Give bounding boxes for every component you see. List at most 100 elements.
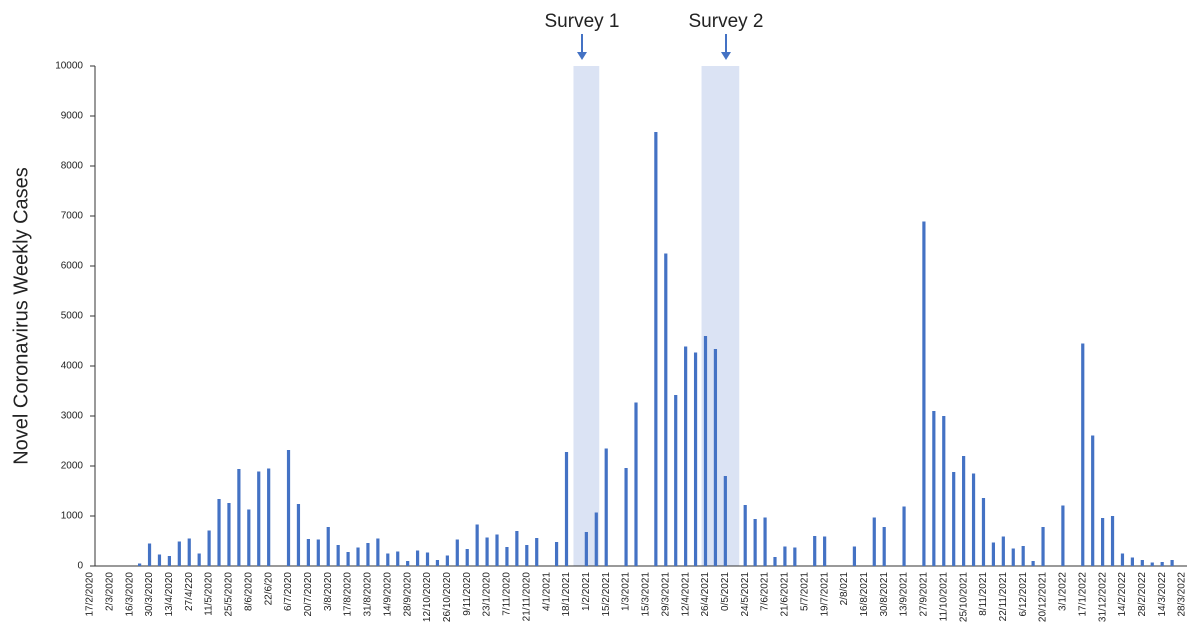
x-tick-label: 23/1/2020 (482, 572, 493, 617)
bar (971, 473, 976, 566)
x-tick-label: 8/11/2021 (978, 572, 989, 616)
bar (872, 517, 876, 566)
bar (207, 530, 211, 566)
x-tick-label: 11/5/2020 (204, 572, 215, 616)
x-tick-label: 13/9/2021 (899, 572, 910, 617)
annotation-arrowhead (721, 52, 731, 60)
bar (723, 476, 727, 566)
bar (952, 472, 956, 566)
bar (316, 539, 320, 566)
survey-band (701, 66, 740, 566)
bar (713, 349, 718, 566)
x-tick-label: 18/1/2021 (561, 572, 572, 617)
bar (703, 336, 708, 566)
x-tick-label: 19/7/2021 (819, 572, 830, 617)
x-tick-label: 4/1/2021 (541, 572, 552, 611)
y-tick-label: 4000 (61, 361, 84, 372)
bar (882, 527, 886, 566)
y-tick-label: 6000 (61, 261, 84, 272)
bar (1101, 518, 1105, 566)
x-tick-label: 25/5/2020 (224, 572, 235, 617)
bar (138, 563, 142, 566)
x-tick-label: 24/5/2021 (740, 572, 751, 617)
y-axis-label: Novel Coronavirus Weekly Cases (10, 167, 32, 465)
x-tick-label: 1/2/2021 (581, 572, 592, 611)
bar (356, 547, 360, 566)
y-tick-label: 3000 (61, 411, 84, 422)
x-tick-label: 14/2/2022 (1117, 572, 1128, 617)
bar (1041, 527, 1045, 566)
survey-band (573, 66, 600, 566)
x-tick-label: 21/6/2021 (780, 572, 791, 617)
x-tick-label: 5/7/2021 (799, 572, 810, 611)
bar (564, 452, 569, 566)
bar (227, 503, 231, 566)
bar (286, 450, 291, 566)
x-tick-label: 1/3/2021 (621, 572, 632, 611)
bar (326, 527, 330, 566)
y-tick-label: 2000 (61, 461, 84, 472)
x-tick-label: 3/8/2020 (323, 572, 334, 611)
x-tick-label: 22/6/20 (263, 572, 274, 606)
bar (674, 395, 678, 566)
bar (932, 411, 936, 566)
bar (475, 524, 479, 566)
bar (1021, 546, 1025, 566)
y-tick-label: 8000 (61, 161, 84, 172)
bar (525, 545, 529, 566)
bar (147, 543, 152, 566)
bar (396, 551, 400, 566)
bar (1081, 343, 1085, 566)
bar (257, 471, 261, 566)
bar (1110, 516, 1115, 566)
bar (1061, 505, 1065, 566)
bar (554, 542, 559, 566)
bar (376, 538, 380, 566)
bar (634, 402, 638, 566)
bar (425, 552, 430, 566)
x-tick-label: 2/8/021 (839, 572, 850, 606)
x-tick-label: 20/12/2021 (1038, 572, 1049, 622)
bar (346, 552, 350, 566)
bar (594, 512, 598, 566)
bar (505, 547, 509, 566)
bar (584, 532, 588, 566)
x-tick-label: 12/4/2021 (680, 572, 691, 617)
bar (267, 468, 271, 566)
x-tick-label: 6/12/2021 (1018, 572, 1029, 617)
x-tick-label: 30/8/2021 (879, 572, 890, 617)
bar (485, 537, 489, 566)
x-tick-label: 26/10/2020 (442, 572, 453, 622)
x-tick-label: 15/3/2021 (641, 572, 652, 617)
bar (445, 555, 449, 566)
x-tick-label: 28/9/2020 (402, 572, 413, 617)
x-tick-label: 22/11/2021 (998, 572, 1009, 622)
bar (237, 469, 241, 566)
bar (693, 352, 698, 566)
x-tick-label: 0/5/2021 (720, 572, 731, 611)
bar (1091, 435, 1095, 566)
y-tick-label: 5000 (61, 311, 84, 322)
annotation-arrowhead (577, 52, 587, 60)
bar (942, 416, 946, 566)
x-tick-label: 7/6/2021 (760, 572, 771, 611)
bar (1170, 560, 1174, 566)
bar (604, 448, 608, 566)
bar (763, 517, 767, 566)
x-tick-label: 7/11/2020 (502, 572, 513, 616)
bar (684, 346, 688, 566)
bar (773, 557, 777, 566)
y-tick-label: 9000 (61, 111, 84, 122)
y-tick-label: 10000 (55, 61, 83, 72)
bar (465, 549, 469, 566)
bar (1031, 561, 1035, 566)
x-tick-label: 21/11/2020 (521, 572, 532, 622)
bar (247, 509, 251, 566)
x-tick-label: 12/10/2020 (422, 572, 433, 622)
x-tick-label: 14/9/2020 (382, 572, 393, 617)
x-tick-label: 20/7/2020 (303, 572, 314, 617)
bar (1011, 548, 1015, 566)
x-tick-label: 14/3/2022 (1157, 572, 1168, 617)
x-tick-label: 31/8/2020 (363, 572, 374, 617)
x-tick-label: 3/1/2022 (1058, 572, 1069, 611)
